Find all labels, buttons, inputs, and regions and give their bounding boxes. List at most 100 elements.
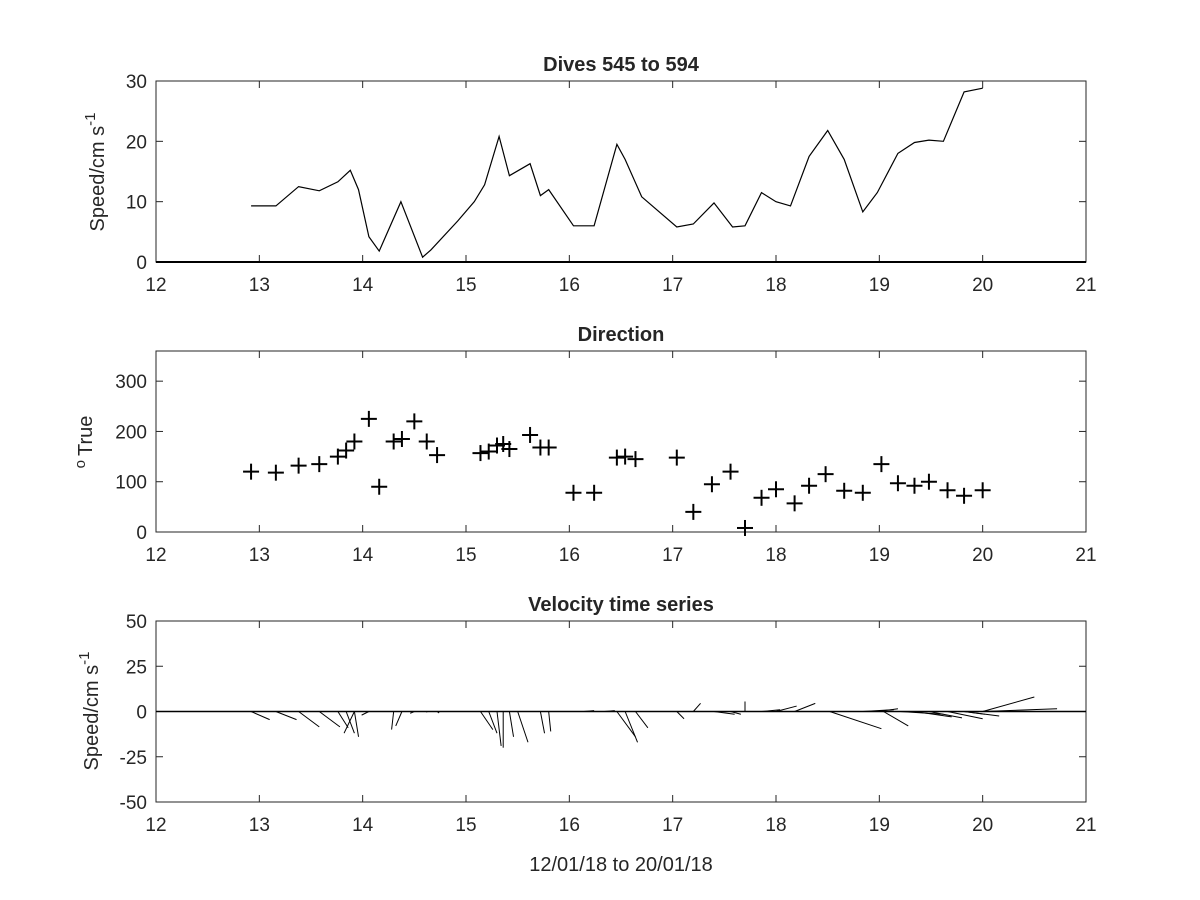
direction-point (429, 447, 446, 464)
direction-point (786, 495, 803, 512)
direction-xtick-label: 17 (662, 545, 683, 566)
velocity-stick (877, 708, 898, 712)
speed-xtick-label: 18 (765, 275, 786, 296)
velocity-stick (947, 711, 983, 720)
direction-point (939, 482, 956, 499)
direction-point (371, 478, 388, 495)
velocity-stick (539, 711, 546, 734)
speed-series-line (251, 87, 983, 259)
velocity-ytick-label: 50 (126, 612, 147, 633)
speed-ylabel: Speed/cm s-1 (82, 113, 109, 232)
direction-point (360, 410, 377, 427)
velocity-stick (275, 711, 297, 721)
direction-point (338, 442, 355, 459)
velocity-stick (829, 711, 882, 730)
direction-plot-area (155, 350, 1087, 533)
velocity-xlabel: 12/01/18 to 20/01/18 (529, 854, 713, 876)
direction-xtick-label: 20 (972, 545, 993, 566)
direction-point (501, 441, 518, 458)
direction-xtick-label: 13 (249, 545, 270, 566)
velocity-stick (604, 710, 615, 712)
speed-ytick-label: 30 (126, 72, 147, 93)
direction-ytick-label: 100 (115, 473, 147, 494)
speed-panel: 12 13 14 15 16 17 18 19 20 21 0 10 20 30 Dives 545 to… (82, 54, 1097, 296)
speed-marks (156, 87, 1086, 263)
direction-point (385, 433, 402, 450)
direction-point (565, 484, 582, 501)
velocity-panel: 12 13 14 15 16 17 18 19 20 21 -50 -25 0 25 50 Velocity… (76, 594, 1097, 876)
velocity-stick (488, 711, 498, 734)
direction-point (854, 484, 871, 501)
velocity-stick (583, 710, 595, 712)
direction-point (418, 433, 435, 450)
direction-point (722, 463, 739, 480)
speed-xtick-label: 12 (145, 275, 166, 296)
direction-point (768, 481, 784, 498)
direction-title: Direction (578, 324, 665, 346)
direction-point (329, 448, 346, 465)
velocity-stick (692, 703, 701, 712)
velocity-stick (982, 696, 1035, 712)
direction-point (920, 473, 937, 490)
velocity-stick (730, 711, 741, 715)
direction-point (346, 433, 363, 450)
speed-xtick-label: 19 (869, 275, 890, 296)
direction-ticks: 12 13 14 15 16 17 18 19 20 21 0 100 200 300 (115, 351, 1097, 566)
direction-xtick-label: 16 (559, 545, 580, 566)
velocity-stick (761, 709, 781, 712)
speed-xtick-label: 21 (1075, 275, 1096, 296)
velocity-marks (156, 696, 1086, 748)
velocity-stick (395, 711, 403, 727)
velocity-stick (361, 711, 370, 716)
direction-ytick-label: 200 (115, 422, 147, 443)
velocity-stick (480, 711, 494, 730)
speed-xtick-label: 13 (249, 275, 270, 296)
velocity-stick (624, 711, 638, 743)
speed-xtick-label: 17 (662, 275, 683, 296)
velocity-stick (928, 711, 963, 719)
direction-point (817, 466, 834, 483)
velocity-stick (548, 711, 552, 732)
direction-point (311, 456, 328, 473)
speed-ticks: 12 13 14 15 16 17 18 19 20 21 0 10 20 30 (126, 72, 1097, 296)
velocity-xtick-label: 19 (869, 815, 890, 836)
direction-xtick-label: 18 (765, 545, 786, 566)
velocity-ytick-label: -25 (120, 748, 147, 769)
velocity-stick (635, 711, 649, 729)
direction-ytick-label: 0 (136, 523, 147, 544)
velocity-stick (508, 711, 515, 737)
direction-point (522, 426, 539, 443)
direction-point (737, 519, 753, 536)
velocity-stick (250, 711, 270, 721)
velocity-xtick-label: 18 (765, 815, 786, 836)
direction-xtick-label: 14 (352, 545, 374, 566)
velocity-xtick-label: 12 (145, 815, 166, 836)
speed-ylabel-text: Speed/cm s (87, 126, 109, 232)
direction-point (617, 448, 634, 465)
direction-point (685, 503, 702, 520)
velocity-ylabel-text: Speed/cm s (81, 665, 103, 771)
velocity-stick (982, 708, 1058, 712)
direction-point (703, 476, 720, 493)
direction-xtick-label: 15 (455, 545, 476, 566)
velocity-stick (345, 711, 355, 734)
velocity-ytick-label: 0 (136, 703, 147, 724)
direction-point (836, 482, 853, 499)
velocity-xtick-label: 21 (1075, 815, 1096, 836)
speed-ytick-label: 0 (136, 253, 147, 274)
velocity-stick (775, 705, 797, 712)
velocity-xtick-label: 13 (249, 815, 270, 836)
direction-panel: 12 13 14 15 16 17 18 19 20 21 0 100 200 300 Direction… (72, 324, 1097, 566)
velocity-stick (616, 711, 636, 738)
speed-plot-area (155, 80, 1087, 263)
velocity-stick (517, 711, 529, 743)
velocity-xtick-label: 16 (559, 815, 580, 836)
direction-point (974, 482, 991, 499)
velocity-stick (343, 711, 355, 734)
velocity-stick (298, 711, 320, 728)
direction-point (889, 475, 906, 492)
velocity-ylabel: Speed/cm s-1 (76, 652, 103, 771)
velocity-stick (713, 711, 735, 715)
velocity-stick (964, 711, 1000, 717)
